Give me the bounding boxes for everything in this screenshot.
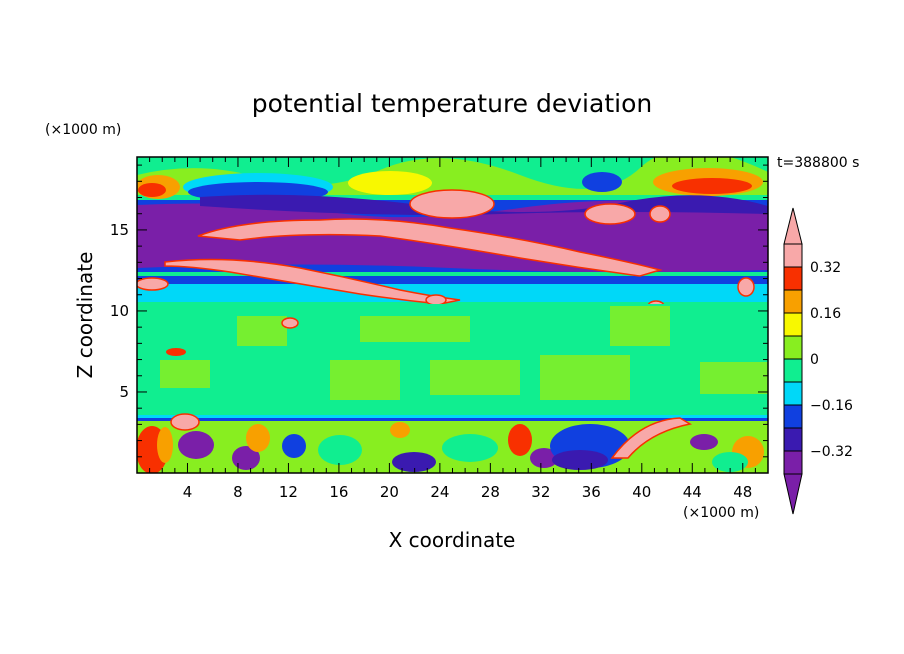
colorbar-swatch [783,289,803,314]
bl-red-3 [390,422,410,438]
x-tick-label: 12 [279,483,298,501]
y-axis-label: Z coordinate [73,252,97,379]
colorbar-swatch [783,381,803,406]
colorbar-label: 0 [810,352,819,368]
inversion-band-dark [137,418,768,421]
x-tick-label: 8 [233,483,243,501]
x-tick-label: 28 [481,483,500,501]
colorbar-swatch [783,312,803,337]
chart-title: potential temperature deviation [252,89,652,118]
x-unit-label: (×1000 m) [683,505,759,521]
x-tick-label: 44 [683,483,702,501]
time-label: t=388800 s [777,155,859,171]
warm-sheet-lower [164,258,461,305]
mid-warm-dot-2 [166,348,186,356]
colorbar-swatch [783,404,803,429]
x-tick-label: 20 [380,483,399,501]
upper-warm-3b [672,178,752,194]
warm-blob-left [137,277,169,291]
x-tick-label: 16 [329,483,348,501]
colorbar-label: 0.32 [810,260,841,276]
x-tick-label: 40 [632,483,651,501]
x-tick-label: 36 [582,483,601,501]
mid-patch-4 [540,355,630,400]
y-tick-label: 10 [110,302,129,320]
bl-orange-1 [157,427,173,463]
warm-blob-top-center [409,189,495,219]
colorbar-label: 0.16 [810,306,841,322]
bl-cyan-2 [442,434,498,462]
x-axis: 4 8 12 16 20 24 28 32 36 40 44 48 [149,157,756,501]
plot-area [137,157,768,473]
upper-warm-1b [138,183,166,197]
mid-green-1 [137,304,768,318]
bl-red-4 [508,424,532,456]
warm-blob-mid [425,294,447,306]
colorbar-swatch [783,335,803,360]
x-tick-label: 4 [183,483,193,501]
warm-blob-right [649,205,671,223]
bl-blue-1 [282,434,306,458]
warm-sheet-upper [197,218,663,277]
upper-cold-1 [582,172,622,192]
colorbar-swatch [783,427,803,452]
x-tick-label: 24 [430,483,449,501]
y-axis: 5 10 15 [110,164,768,458]
mid-patch-8 [237,316,287,346]
colorbar-label: −0.32 [810,444,853,460]
mid-patch-7 [610,306,670,346]
colorbar-swatch [783,450,803,475]
x-tick-label: 32 [531,483,550,501]
bl-purple-4 [530,448,558,468]
y-tick-label: 15 [110,221,129,239]
bl-cyan-3 [712,452,748,472]
mid-warm-dot [281,317,299,329]
mid-patch-3 [430,360,520,395]
colorbar-swatch [783,358,803,383]
bl-purple-2 [232,446,260,470]
colorbar-swatch [783,266,803,291]
bl-purple-6 [690,434,718,450]
bl-purple-1 [178,431,214,459]
bl-purple-3 [392,452,436,472]
y-unit-label: (×1000 m) [45,122,121,138]
mid-patch-1 [160,360,210,388]
warm-blob-top-right [584,203,636,225]
inversion-band [137,415,768,419]
y-tick-label: 5 [119,383,129,401]
bl-pink-tilt [610,417,693,459]
mid-patch-5 [700,362,768,394]
blue-layer [137,276,768,284]
upper-warm-2 [348,171,432,195]
bl-cyan-1 [318,435,362,465]
colorbar-swatch [783,243,803,268]
x-tick-label: 48 [733,483,752,501]
colorbar: −0.32 −0.16 0 0.16 0.32 [783,207,853,515]
colorbar-over-arrow [783,207,803,245]
cyan-layer [137,280,768,302]
mid-patch-6 [360,316,470,342]
mid-patch-2 [330,360,400,400]
warm-blob-far-right [737,277,755,297]
colorbar-label: −0.16 [810,398,853,414]
bl-red-2 [246,424,270,452]
bl-pink-1 [170,413,200,431]
colorbar-under-arrow [783,473,803,515]
bl-purple-5 [552,450,608,470]
x-axis-label: X coordinate [389,528,516,552]
